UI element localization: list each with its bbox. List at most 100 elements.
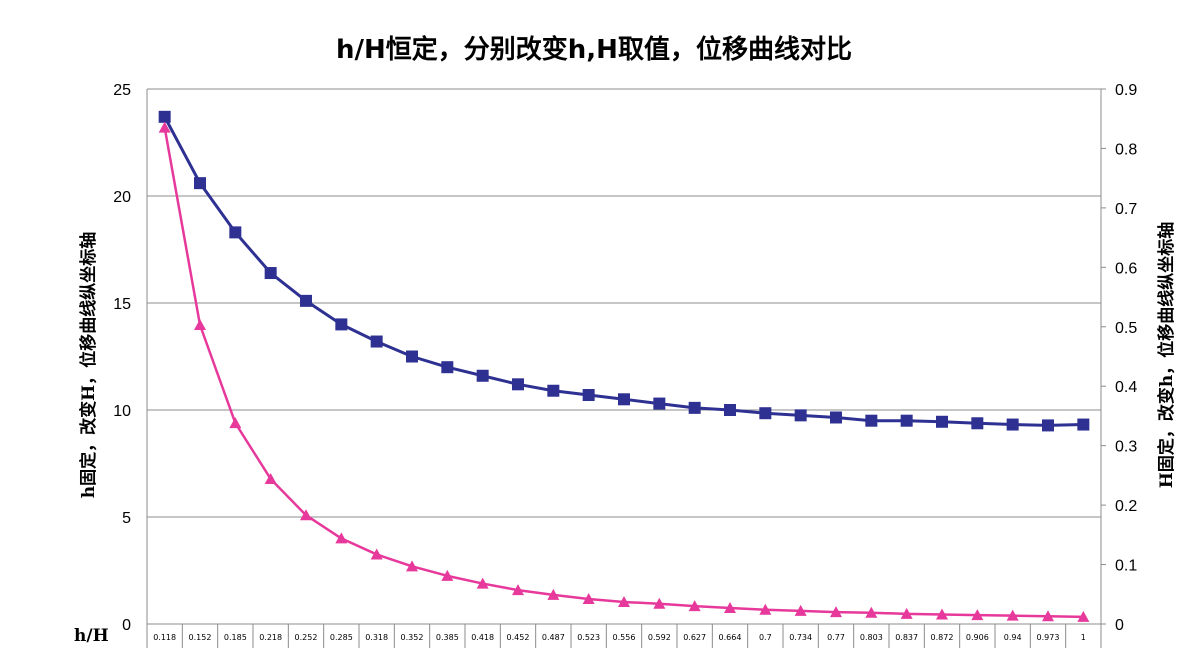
x-tick-label: 0.252 <box>295 633 318 642</box>
data-point <box>300 509 312 521</box>
x-tick-label: 0.872 <box>931 633 954 642</box>
x-tick-label: 0.285 <box>330 633 353 642</box>
data-point <box>370 335 383 348</box>
data-point <box>724 601 736 613</box>
x-tick-label: 0.118 <box>153 633 176 642</box>
right-tick-label: 0.2 <box>1115 498 1137 515</box>
series-line <box>163 127 1084 619</box>
x-tick-label: 0.94 <box>1004 633 1022 642</box>
left-tick-label: 5 <box>122 510 131 527</box>
left-tick-label: 0 <box>122 617 131 634</box>
x-tick-label: 0.7 <box>759 633 772 642</box>
right-tick-label: 0.8 <box>1115 141 1137 158</box>
data-point <box>971 609 984 621</box>
data-point <box>335 532 348 544</box>
data-point <box>194 318 206 330</box>
data-point <box>759 407 772 420</box>
data-point <box>370 548 383 560</box>
x-tick-label: 0.906 <box>966 633 989 642</box>
left-tick-label: 15 <box>113 296 131 313</box>
left-tick-label: 25 <box>113 82 131 99</box>
data-point <box>971 417 984 430</box>
x-axis-title: h/H <box>74 626 109 646</box>
data-point <box>865 606 878 618</box>
x-tick-label: 0.77 <box>827 633 845 642</box>
x-tick-label: 0.627 <box>683 633 706 642</box>
data-point <box>936 415 948 428</box>
series-2 <box>158 121 1090 622</box>
x-tick-label: 0.664 <box>719 633 742 642</box>
data-point <box>688 600 701 612</box>
data-point <box>830 606 842 618</box>
left-axis-ticks: 0 5 10 15 20 25 <box>113 82 131 634</box>
x-tick-label: 0.973 <box>1037 633 1060 642</box>
data-point <box>794 604 807 616</box>
data-point <box>264 267 277 280</box>
data-point <box>724 404 736 416</box>
data-point <box>512 584 524 596</box>
x-tick-label: 0.218 <box>259 633 282 642</box>
right-tick-label: 0.5 <box>1115 320 1137 337</box>
right-tick-label: 0.4 <box>1115 379 1137 396</box>
x-tick-label: 0.487 <box>542 633 565 642</box>
x-tick-label: 0.185 <box>224 633 247 642</box>
data-point <box>406 560 418 572</box>
chart-title: h/H恒定，分别改变h,H取值，位移曲线对比 <box>336 34 852 65</box>
data-point <box>618 596 630 608</box>
data-point <box>229 417 242 429</box>
data-point <box>900 607 913 619</box>
right-axis-title: H固定，改变h，位移曲线纵坐标轴 <box>1156 222 1177 488</box>
data-point <box>830 411 842 424</box>
data-point <box>794 409 807 422</box>
data-point <box>229 226 242 239</box>
data-point <box>1077 418 1090 431</box>
x-tick-label: 0.418 <box>471 633 494 642</box>
data-point <box>1042 419 1054 432</box>
right-tick-label: 0.6 <box>1115 260 1137 277</box>
x-tick-label: 0.803 <box>860 633 883 642</box>
right-tick-label: 0.7 <box>1115 201 1137 218</box>
right-axis-ticks: 0 0.1 0.2 0.3 0.4 0.5 0.6 0.7 0.8 0.9 <box>1101 82 1137 634</box>
data-point <box>900 414 913 427</box>
data-point <box>335 318 348 331</box>
x-tick-label: 0.556 <box>613 633 636 642</box>
x-tick-label: 0.734 <box>789 633 812 642</box>
x-axis-ticks: 0.118 0.152 0.185 0.218 0.252 0.285 0.318 0.352… <box>153 633 1086 642</box>
data-point <box>618 393 630 406</box>
x-tick-label: 1 <box>1081 633 1086 642</box>
x-tick-label: 0.523 <box>577 633 600 642</box>
data-point <box>936 608 948 620</box>
data-point <box>582 389 595 402</box>
data-point <box>547 384 560 397</box>
data-point <box>1006 609 1019 621</box>
data-point <box>476 369 489 382</box>
data-point <box>264 472 277 484</box>
grid-lines <box>147 88 1101 625</box>
left-tick-label: 20 <box>113 189 131 206</box>
x-tick-label: 0.318 <box>365 633 388 642</box>
data-point <box>476 577 489 589</box>
series <box>158 110 1090 622</box>
x-tick-label: 0.452 <box>507 633 530 642</box>
series-line <box>163 116 1084 427</box>
data-point <box>512 378 524 391</box>
data-point <box>1006 418 1019 431</box>
data-point <box>759 603 772 615</box>
right-tick-label: 0.1 <box>1115 558 1137 575</box>
data-point <box>547 588 560 600</box>
data-point <box>194 177 206 190</box>
data-point <box>158 110 171 123</box>
data-point <box>300 294 312 307</box>
data-point <box>1042 610 1054 622</box>
x-tick-label: 0.152 <box>189 633 212 642</box>
right-tick-label: 0.9 <box>1115 82 1137 99</box>
axes <box>146 89 1102 648</box>
series-1 <box>158 110 1090 432</box>
x-tick-label: 0.837 <box>895 633 918 642</box>
x-tick-label: 0.385 <box>436 633 459 642</box>
data-point <box>653 597 666 609</box>
right-tick-label: 0.3 <box>1115 439 1137 456</box>
right-tick-label: 0 <box>1115 617 1124 634</box>
